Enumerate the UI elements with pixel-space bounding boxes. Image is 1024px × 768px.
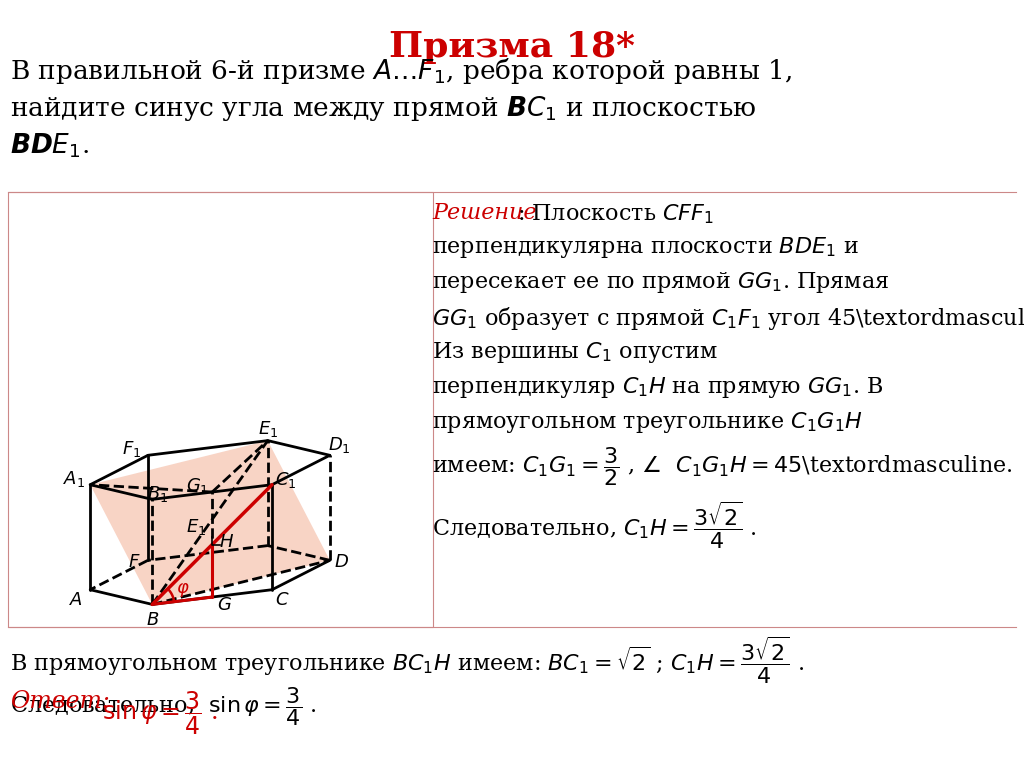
Text: Из вершины $C_1$ опустим: Из вершины $C_1$ опустим <box>432 340 718 365</box>
Text: $\boldsymbol{BDE_1}$.: $\boldsymbol{BDE_1}$. <box>10 132 89 161</box>
Text: $\mathit{F}_1$: $\mathit{F}_1$ <box>122 439 141 459</box>
Text: $\mathit{A}_1$: $\mathit{A}_1$ <box>63 468 85 488</box>
Text: $GG_1$ образует с прямой $C_1F_1$ угол 45\textordmasculine.: $GG_1$ образует с прямой $C_1F_1$ угол 4… <box>432 305 1024 332</box>
Text: $\mathit{B}$: $\mathit{B}$ <box>145 611 159 630</box>
Text: $\mathit{D}_1$: $\mathit{D}_1$ <box>329 435 351 455</box>
Text: Призма 18*: Призма 18* <box>389 30 635 64</box>
Text: $\mathit{C}_1$: $\mathit{C}_1$ <box>275 470 297 490</box>
Text: Решение: Решение <box>432 202 537 224</box>
Text: пересекает ее по прямой $GG_1$. Прямая: пересекает ее по прямой $GG_1$. Прямая <box>432 270 890 295</box>
Text: прямоугольном треугольнике $C_1G_1H$: прямоугольном треугольнике $C_1G_1H$ <box>432 410 862 435</box>
Text: : Плоскость $CFF_1$: : Плоскость $CFF_1$ <box>517 202 714 226</box>
Polygon shape <box>90 441 330 604</box>
Text: Ответ:: Ответ: <box>10 690 110 713</box>
Text: В прямоугольном треугольнике $BC_1H$ имеем: $BC_1 = \sqrt{2}$ ; $C_1H = \dfrac{3: В прямоугольном треугольнике $BC_1H$ име… <box>10 635 804 687</box>
Text: $\mathit{C}$: $\mathit{C}$ <box>274 591 290 609</box>
Text: имеем: $C_1G_1 = \dfrac{3}{2}$ , $\angle$  $C_1G_1H = 45$\textordmasculine.: имеем: $C_1G_1 = \dfrac{3}{2}$ , $\angle… <box>432 445 1013 488</box>
Text: $\mathit{G}_1$: $\mathit{G}_1$ <box>185 476 209 496</box>
Text: $\sin\varphi = \dfrac{3}{4}$ .: $\sin\varphi = \dfrac{3}{4}$ . <box>95 690 218 737</box>
Text: $\mathit{F}$: $\mathit{F}$ <box>128 553 140 571</box>
Text: $\mathit{A}$: $\mathit{A}$ <box>70 591 83 609</box>
Text: $\mathit{D}$: $\mathit{D}$ <box>334 553 349 571</box>
Text: В правильной 6-й призме $A{\ldots}F_1$, ребра которой равны 1,: В правильной 6-й призме $A{\ldots}F_1$, … <box>10 56 793 86</box>
Text: $\mathit{E}_1$: $\mathit{E}_1$ <box>258 419 278 439</box>
Text: Следовательно, $C_1H = \dfrac{3\sqrt{2}}{4}$ .: Следовательно, $C_1H = \dfrac{3\sqrt{2}}… <box>432 500 757 551</box>
Text: $\varphi$: $\varphi$ <box>176 581 189 598</box>
Text: $\mathit{E}_1$: $\mathit{E}_1$ <box>186 517 207 537</box>
Text: $\mathit{H}$: $\mathit{H}$ <box>219 532 233 551</box>
Text: перпендикуляр $C_1H$ на прямую $GG_1$. В: перпендикуляр $C_1H$ на прямую $GG_1$. В <box>432 375 883 400</box>
Text: Следовательно,  $\sin\varphi = \dfrac{3}{4}$ .: Следовательно, $\sin\varphi = \dfrac{3}{… <box>10 685 316 728</box>
Text: перпендикулярна плоскости $BDE_1$ и: перпендикулярна плоскости $BDE_1$ и <box>432 235 859 260</box>
Text: найдите синус угла между прямой $\boldsymbol{BC_1}$ и плоскостью: найдите синус угла между прямой $\boldsy… <box>10 94 757 123</box>
Text: $\mathit{B}_1$: $\mathit{B}_1$ <box>146 485 168 505</box>
Text: $\mathit{G}$: $\mathit{G}$ <box>217 596 231 614</box>
